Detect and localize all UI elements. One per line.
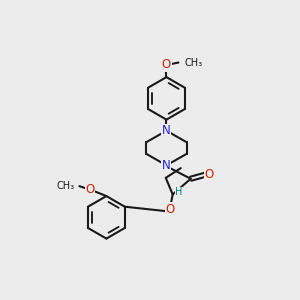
Text: CH₃: CH₃ xyxy=(184,58,202,68)
Text: N: N xyxy=(162,159,171,172)
Text: O: O xyxy=(162,58,171,71)
Text: H: H xyxy=(175,187,182,197)
Text: O: O xyxy=(205,168,214,181)
Text: O: O xyxy=(85,183,95,196)
Text: N: N xyxy=(162,124,171,137)
Text: O: O xyxy=(165,203,175,216)
Text: CH₃: CH₃ xyxy=(57,181,75,191)
